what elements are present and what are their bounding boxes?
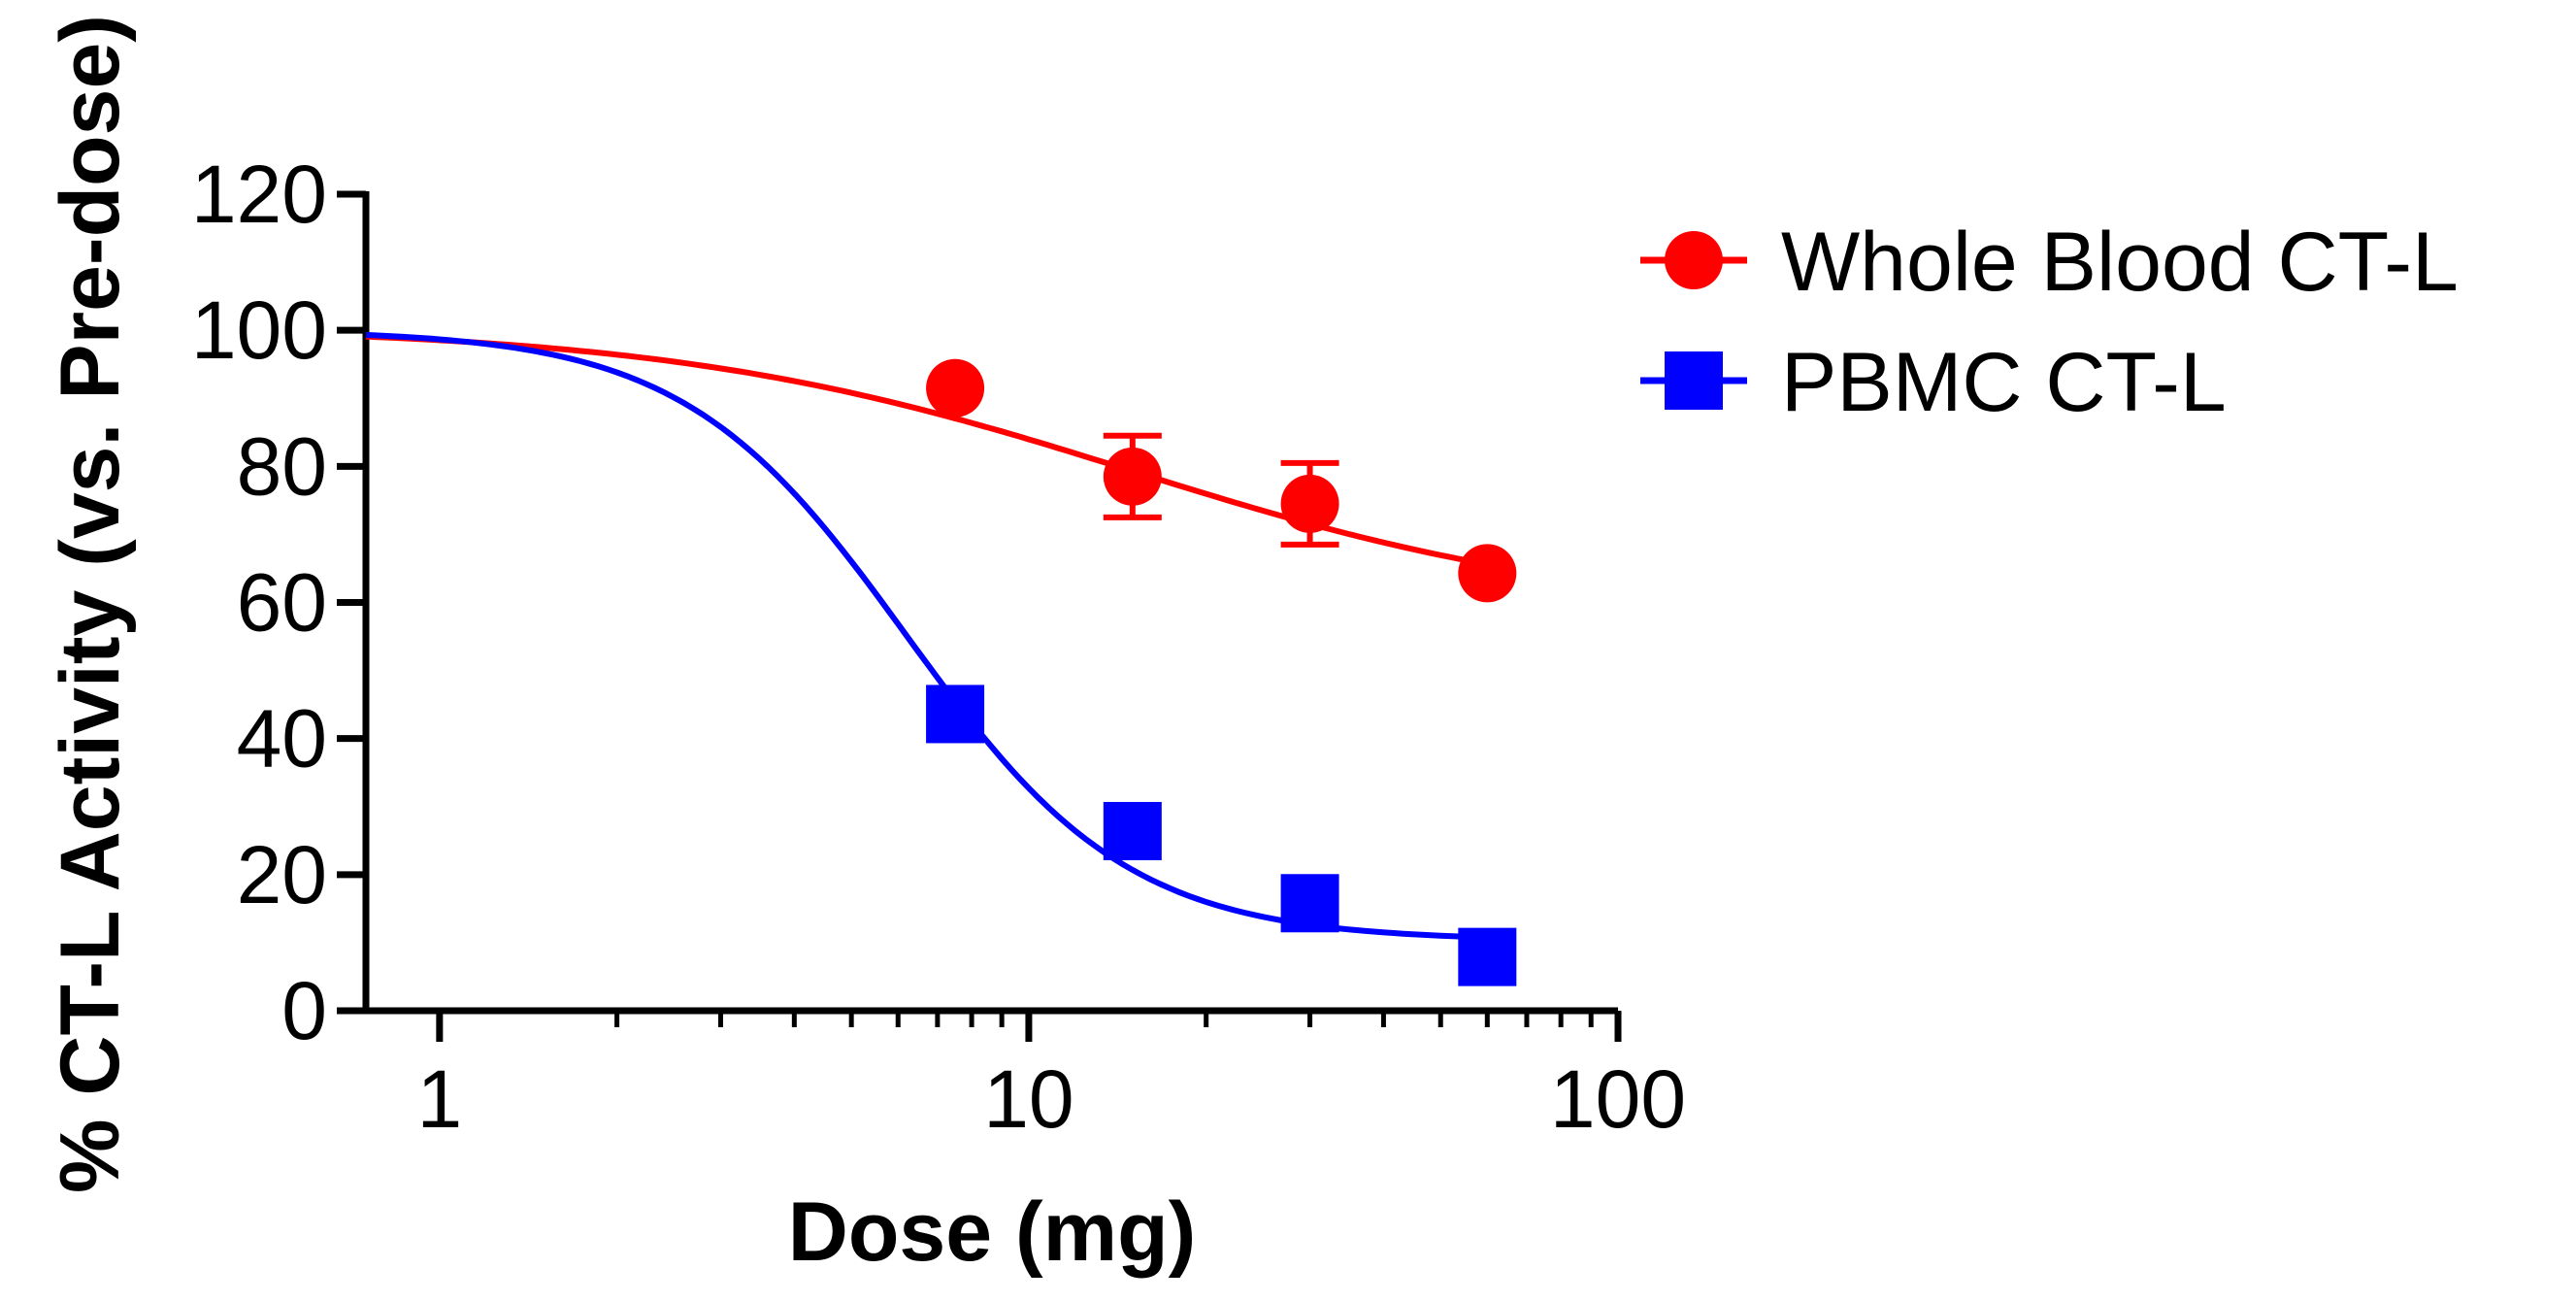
legend-label-pbmc: PBMC CT-L [1781, 336, 2227, 429]
x-tick-label-100: 100 [1550, 1053, 1686, 1145]
data-point-whole-blood [926, 358, 985, 417]
y-tick-label-120: 120 [191, 149, 327, 240]
x-axis-ticks: 1 10 100 [416, 1011, 1686, 1145]
y-tick-label-100: 100 [191, 284, 327, 376]
x-tick-label-1: 1 [416, 1053, 462, 1145]
legend-item-whole-blood: Whole Blood CT-L [1640, 216, 2459, 309]
y-tick-label-40: 40 [237, 693, 327, 785]
data-point-pbmc [1280, 874, 1339, 933]
x-axis-title: Dose (mg) [788, 1185, 1196, 1279]
fit-curve-pbmc [365, 332, 1488, 941]
y-axis-title: % CT-L Activity (vs. Pre-dose) [44, 15, 137, 1193]
data-point-whole-blood [1103, 447, 1162, 506]
legend-marker-square [1665, 351, 1723, 410]
data-point-pbmc [926, 684, 985, 744]
data-point-whole-blood [1280, 474, 1339, 533]
fit-curves [365, 332, 1488, 941]
data-point-pbmc [1103, 801, 1162, 860]
y-axis-ticks: 0 20 40 60 80 100 120 [191, 149, 366, 1056]
legend-label-whole-blood: Whole Blood CT-L [1781, 216, 2459, 309]
y-tick-label-0: 0 [281, 965, 327, 1056]
y-tick-label-20: 20 [237, 829, 327, 920]
data-point-whole-blood [1458, 544, 1517, 603]
legend: Whole Blood CT-L PBMC CT-L [1640, 216, 2459, 429]
legend-marker-circle [1665, 231, 1723, 289]
y-tick-label-60: 60 [237, 557, 327, 649]
x-axis-minor-ticks [614, 1011, 1594, 1027]
data-markers [926, 358, 1517, 986]
data-point-pbmc [1458, 927, 1517, 986]
legend-item-pbmc: PBMC CT-L [1640, 336, 2227, 429]
x-tick-label-10: 10 [983, 1053, 1073, 1145]
y-tick-label-80: 80 [237, 420, 327, 512]
